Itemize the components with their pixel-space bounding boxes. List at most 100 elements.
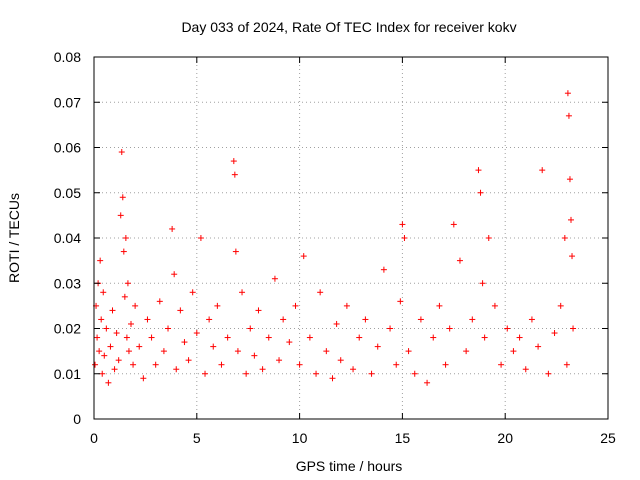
y-tick-label: 0.07 bbox=[54, 94, 81, 110]
data-point bbox=[130, 361, 137, 368]
data-point bbox=[491, 302, 498, 309]
data-point bbox=[564, 90, 571, 97]
data-point bbox=[368, 370, 375, 377]
data-point bbox=[570, 325, 577, 332]
data-point bbox=[401, 235, 408, 241]
data-point bbox=[350, 366, 357, 373]
data-point bbox=[430, 334, 437, 341]
data-point bbox=[173, 366, 180, 373]
x-tick-label: 20 bbox=[497, 430, 513, 446]
data-point bbox=[313, 370, 320, 377]
y-tick-label: 0.02 bbox=[54, 321, 81, 337]
data-point bbox=[442, 361, 449, 368]
data-point bbox=[456, 257, 463, 264]
data-point bbox=[333, 320, 340, 327]
data-point bbox=[218, 361, 225, 368]
data-point bbox=[177, 307, 184, 314]
data-point bbox=[243, 370, 250, 377]
y-tick-label: 0 bbox=[73, 411, 81, 427]
data-point bbox=[477, 189, 484, 196]
y-tick-label: 0.08 bbox=[54, 49, 81, 65]
data-point bbox=[231, 171, 238, 178]
y-tick-label: 0.06 bbox=[54, 140, 81, 156]
data-point bbox=[230, 158, 237, 165]
data-point bbox=[232, 248, 239, 255]
data-point bbox=[206, 316, 213, 323]
data-point bbox=[148, 334, 155, 341]
data-point bbox=[446, 325, 453, 332]
data-point bbox=[120, 248, 127, 255]
data-point bbox=[96, 348, 103, 355]
data-point bbox=[306, 334, 313, 341]
data-point bbox=[399, 221, 406, 228]
data-point bbox=[450, 221, 457, 228]
data-point bbox=[463, 348, 470, 355]
data-point bbox=[436, 302, 443, 309]
data-point bbox=[292, 302, 299, 309]
data-point bbox=[271, 275, 278, 282]
data-point bbox=[296, 361, 303, 368]
x-tick-label: 0 bbox=[90, 430, 98, 446]
data-point bbox=[197, 235, 204, 241]
data-point bbox=[234, 348, 241, 355]
x-tick-label: 10 bbox=[292, 430, 308, 446]
data-point bbox=[144, 316, 151, 323]
data-point bbox=[343, 302, 350, 309]
data-point bbox=[118, 149, 125, 156]
data-point bbox=[117, 212, 124, 219]
chart-title: Day 033 of 2024, Rate Of TEC Index for r… bbox=[181, 19, 516, 35]
data-point bbox=[193, 330, 200, 337]
data-point bbox=[152, 361, 159, 368]
data-point bbox=[337, 357, 344, 364]
data-point bbox=[92, 361, 99, 368]
data-point bbox=[125, 348, 132, 355]
data-point bbox=[109, 307, 116, 314]
data-point bbox=[280, 316, 287, 323]
data-point bbox=[380, 266, 387, 273]
x-tick-label: 15 bbox=[395, 430, 411, 446]
data-point bbox=[156, 298, 163, 305]
data-point bbox=[224, 334, 231, 341]
data-point bbox=[417, 316, 424, 323]
data-point bbox=[160, 348, 167, 355]
data-point bbox=[122, 235, 129, 241]
data-point bbox=[265, 334, 272, 341]
data-point bbox=[181, 339, 188, 346]
data-point bbox=[475, 167, 482, 174]
data-point bbox=[535, 343, 542, 350]
data-point bbox=[99, 370, 106, 377]
data-point bbox=[300, 253, 307, 260]
data-point bbox=[123, 334, 130, 341]
data-point bbox=[119, 194, 126, 201]
data-point bbox=[136, 343, 143, 350]
y-tick-label: 0.01 bbox=[54, 366, 81, 382]
data-point bbox=[107, 343, 114, 350]
data-point bbox=[202, 370, 209, 377]
data-point bbox=[100, 289, 107, 296]
data-point bbox=[510, 348, 517, 355]
data-point bbox=[522, 366, 529, 373]
data-point bbox=[356, 334, 363, 341]
data-points bbox=[92, 90, 577, 386]
data-point bbox=[98, 316, 105, 323]
data-point bbox=[276, 357, 283, 364]
data-point bbox=[469, 316, 476, 323]
data-point bbox=[140, 375, 147, 382]
data-point bbox=[105, 379, 112, 386]
x-tick-label: 25 bbox=[600, 430, 616, 446]
data-point bbox=[101, 352, 108, 359]
data-point bbox=[516, 334, 523, 341]
data-point bbox=[165, 325, 172, 332]
data-point bbox=[286, 339, 293, 346]
data-point bbox=[97, 257, 104, 264]
data-point bbox=[569, 253, 576, 260]
data-point bbox=[113, 330, 120, 337]
data-point bbox=[411, 370, 418, 377]
data-point bbox=[169, 225, 176, 232]
data-point bbox=[397, 298, 404, 305]
y-axis-label: ROTI / TECUs bbox=[6, 193, 22, 283]
grid-lines bbox=[94, 57, 608, 419]
y-tick-labels: 0 0.01 0.02 0.03 0.04 0.05 0.06 0.07 0.08 bbox=[54, 49, 81, 427]
data-point bbox=[121, 293, 128, 300]
